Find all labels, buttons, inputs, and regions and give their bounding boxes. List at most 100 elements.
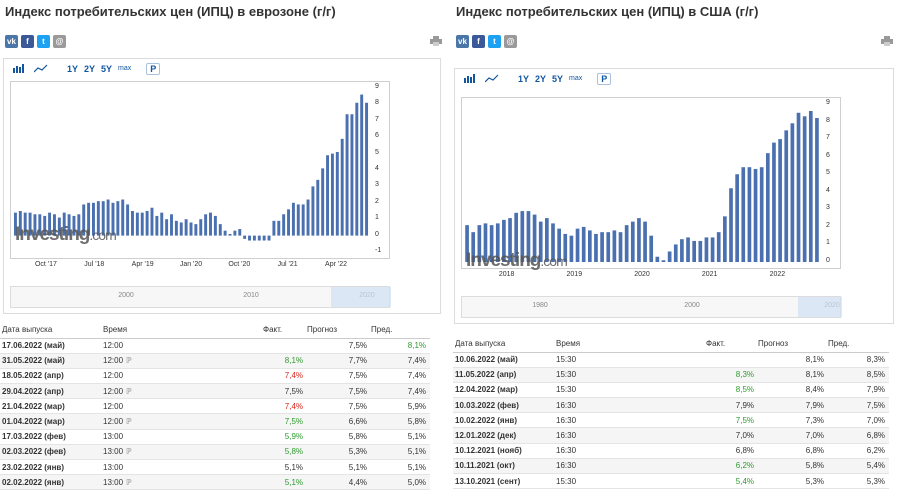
range-5y-button[interactable]: 5Y — [552, 73, 564, 84]
chart-bar[interactable] — [667, 251, 672, 262]
chart-bar[interactable] — [189, 222, 193, 236]
chart-bar[interactable] — [704, 237, 709, 262]
chart-bar[interactable] — [155, 215, 159, 236]
table-row[interactable]: 10.02.2022 (янв) 16:30 7,5% 7,3% 7,0% — [453, 412, 889, 429]
chart-bar[interactable] — [311, 186, 315, 236]
chart-bar[interactable] — [808, 111, 813, 262]
chart-bar[interactable] — [723, 216, 727, 262]
chart-bar[interactable] — [233, 230, 237, 236]
chart-bar[interactable] — [209, 212, 212, 236]
chart-bar[interactable] — [326, 155, 330, 236]
chart-bar[interactable] — [213, 215, 217, 236]
range-max-button[interactable]: max — [569, 75, 583, 82]
chart-bar[interactable] — [655, 256, 660, 262]
chart-bar[interactable] — [282, 214, 286, 236]
print-icon[interactable] — [430, 36, 442, 46]
twitter-icon[interactable]: t — [488, 35, 501, 48]
table-row[interactable]: 01.04.2022 (мар) 12:00 ℙ 7,5% 6,6% 5,8% — [0, 413, 430, 430]
chart-bar[interactable] — [321, 168, 325, 236]
chart-bar[interactable] — [483, 223, 488, 262]
table-row[interactable]: 31.05.2022 (май) 12:00 ℙ 8,1% 7,7% 7,4% — [0, 353, 430, 369]
chart-bar[interactable] — [101, 201, 105, 236]
chart-bar[interactable] — [33, 214, 37, 236]
chart-bar[interactable] — [350, 114, 354, 236]
chart-bar[interactable] — [790, 123, 795, 262]
chart-bar[interactable] — [126, 204, 130, 236]
chart-bar[interactable] — [637, 218, 641, 262]
chart-bar[interactable] — [335, 151, 339, 236]
chart-bar[interactable] — [252, 235, 256, 241]
chart-bar[interactable] — [759, 167, 764, 262]
table-row[interactable]: 11.05.2022 (апр) 15:30 8,3% 8,1% 8,5% — [453, 367, 889, 383]
chart-bar[interactable] — [569, 235, 574, 262]
chart-bar[interactable] — [680, 239, 684, 262]
chart-navigator[interactable]: 1980 2000 2020 — [461, 296, 842, 318]
p-button[interactable]: P — [597, 72, 612, 85]
chart-bar[interactable] — [204, 214, 208, 236]
chart-bar[interactable] — [165, 219, 169, 236]
table-row[interactable]: 02.02.2022 (янв) 13:00 ℙ 5,1% 4,4% 5,0% — [0, 474, 430, 490]
chart-bar[interactable] — [545, 218, 549, 262]
chart-bar[interactable] — [514, 212, 519, 262]
table-row[interactable]: 12.01.2022 (дек) 16:30 7,0% 7,0% 6,8% — [453, 427, 889, 444]
chart-bar[interactable] — [248, 235, 251, 241]
chart-bar[interactable] — [345, 114, 349, 236]
chart-navigator[interactable]: 2000 2010 2020 — [10, 286, 391, 308]
chart-bar[interactable] — [526, 211, 531, 262]
chart-bar[interactable] — [612, 230, 617, 262]
chart-bar[interactable] — [228, 233, 232, 236]
chart-bar[interactable] — [140, 212, 144, 236]
chart-bar[interactable] — [747, 167, 752, 262]
chart-bar[interactable] — [131, 211, 134, 236]
chart-bar[interactable] — [355, 102, 359, 236]
chart-bar[interactable] — [686, 237, 690, 262]
p-button[interactable]: P — [146, 62, 161, 75]
email-icon[interactable]: @ — [504, 35, 517, 48]
table-row[interactable]: 17.03.2022 (фев) 13:00 5,9% 5,8% 5,1% — [0, 429, 430, 445]
chart-bar[interactable] — [815, 118, 819, 262]
chart-bar[interactable] — [170, 214, 173, 236]
range-2y-button[interactable]: 2Y — [535, 73, 547, 84]
chart-bar[interactable] — [121, 199, 125, 236]
chart-bar[interactable] — [243, 235, 247, 239]
table-row[interactable]: 13.10.2021 (сент) 15:30 5,4% 5,3% 5,3% — [453, 473, 889, 490]
chart-bar[interactable] — [796, 112, 801, 262]
chart-bar[interactable] — [43, 215, 47, 236]
table-row[interactable]: 02.03.2022 (фев) 13:00 ℙ 5,8% 5,3% 5,1% — [0, 444, 430, 461]
twitter-icon[interactable]: t — [37, 35, 50, 48]
chart-bar[interactable] — [272, 220, 276, 236]
chart-bar[interactable] — [199, 219, 203, 236]
chart-bar[interactable] — [277, 220, 281, 236]
chart-bar[interactable] — [729, 188, 733, 262]
chart-bar[interactable] — [72, 215, 76, 236]
chart-bar[interactable] — [38, 214, 42, 236]
chart-bar[interactable] — [174, 220, 178, 236]
chart-bar[interactable] — [18, 211, 22, 236]
chart-bar[interactable] — [106, 199, 110, 236]
chart-bar[interactable] — [753, 168, 758, 262]
chart-bar[interactable] — [489, 225, 494, 262]
chart-bar[interactable] — [710, 237, 715, 262]
chart-bar[interactable] — [301, 204, 305, 236]
chart-bar[interactable] — [716, 232, 721, 262]
chart-bar[interactable] — [194, 224, 198, 236]
table-row[interactable]: 23.02.2022 (янв) 13:00 5,1% 5,1% 5,1% — [0, 459, 430, 476]
range-1y-button[interactable]: 1Y — [67, 63, 79, 74]
chart-bar[interactable] — [661, 260, 666, 262]
chart-bar[interactable] — [557, 228, 561, 262]
range-5y-button[interactable]: 5Y — [101, 63, 113, 74]
chart-bar[interactable] — [23, 212, 27, 236]
bar-chart-icon[interactable] — [10, 62, 28, 75]
table-row[interactable]: 18.05.2022 (апр) 12:00 7,4% 7,5% 7,4% — [0, 368, 430, 385]
chart-bar[interactable] — [643, 221, 647, 262]
chart-bar[interactable] — [218, 224, 222, 236]
table-row[interactable]: 29.04.2022 (апр) 12:00 ℙ 7,5% 7,5% 7,4% — [0, 383, 430, 400]
chart-bar[interactable] — [471, 232, 476, 262]
chart-bar[interactable] — [340, 138, 344, 236]
chart-bar[interactable] — [495, 223, 500, 262]
chart-bar[interactable] — [62, 212, 66, 236]
chart-bar[interactable] — [587, 230, 592, 262]
chart-bar[interactable] — [87, 202, 91, 236]
vk-icon[interactable]: vk — [5, 35, 18, 48]
chart-bar[interactable] — [606, 232, 611, 262]
